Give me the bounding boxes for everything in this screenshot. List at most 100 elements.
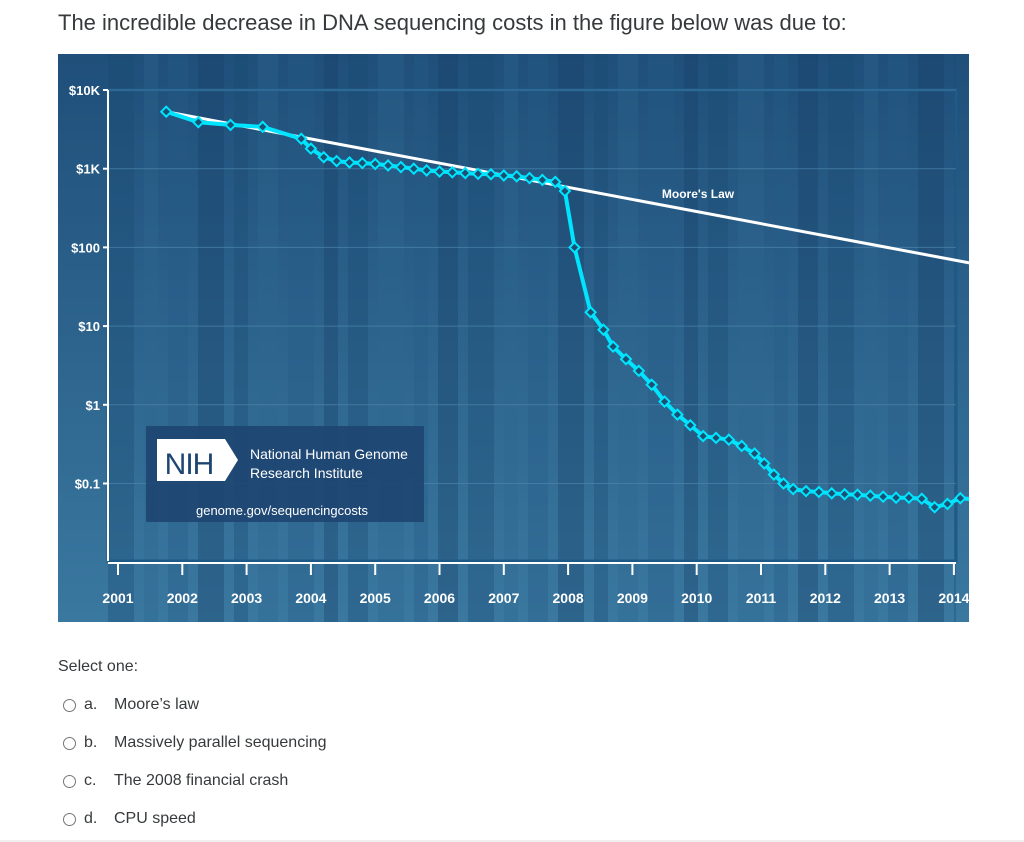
year-bands bbox=[108, 54, 956, 622]
cost-data-point bbox=[368, 157, 382, 171]
cost-data-point bbox=[670, 408, 684, 422]
y-tick-label: $0.1 bbox=[75, 477, 100, 492]
footer-divider bbox=[0, 840, 1024, 842]
cost-data-point bbox=[683, 418, 697, 432]
cost-data-point bbox=[420, 164, 434, 177]
year-band bbox=[738, 54, 764, 622]
moores-law-label: Moore's Law bbox=[662, 187, 735, 201]
option-c-label: The 2008 financial crash bbox=[114, 772, 289, 789]
x-axis: 2001 2002 2003 2004 2005 2006 2007 2008 2009 2010… bbox=[102, 562, 969, 606]
cost-data-point bbox=[941, 497, 954, 511]
nih-mark-chevron bbox=[225, 439, 238, 481]
cost-data-point bbox=[812, 485, 826, 499]
cost-data-point bbox=[224, 118, 237, 132]
option-b[interactable]: b. Massively parallel sequencing bbox=[58, 724, 327, 762]
x-tick-label: 2010 bbox=[681, 590, 712, 606]
cost-data-point bbox=[902, 491, 916, 505]
year-band bbox=[798, 54, 818, 622]
cost-data-point bbox=[915, 492, 929, 506]
cost-data-point bbox=[558, 184, 572, 198]
year-band bbox=[348, 54, 368, 622]
x-tick-label: 2007 bbox=[488, 590, 519, 606]
year-band bbox=[468, 54, 494, 622]
cost-data-point bbox=[851, 488, 864, 502]
sequencing-cost-chart: $10K$1K$100$10$1$0.1 2001 2002 2003 2004 200… bbox=[58, 54, 969, 622]
year-band bbox=[198, 54, 224, 622]
cost-data-point bbox=[825, 486, 839, 500]
logo-org-line2: Research Institute bbox=[250, 465, 363, 481]
x-tick-label: 2002 bbox=[167, 590, 198, 606]
year-band bbox=[888, 54, 908, 622]
answer-block: Select one: a. Moore’s law b. Massively … bbox=[58, 658, 327, 838]
y-tick-label: $1K bbox=[76, 162, 100, 177]
cost-data-point bbox=[159, 105, 173, 119]
y-tick-label: $1 bbox=[86, 398, 100, 413]
year-band bbox=[594, 54, 608, 622]
cost-data-point bbox=[304, 142, 318, 156]
cost-data-point bbox=[786, 482, 800, 496]
option-c-letter: c. bbox=[84, 772, 97, 789]
chart-background bbox=[58, 54, 969, 622]
cost-data-point bbox=[876, 490, 890, 504]
cost-data-point bbox=[394, 160, 408, 174]
cost-data-point bbox=[191, 115, 205, 129]
cost-data-point bbox=[966, 497, 969, 502]
series-layer bbox=[159, 105, 969, 514]
cost-data-point bbox=[735, 439, 749, 453]
x-tick-label: 2003 bbox=[231, 590, 262, 606]
option-c-radio[interactable] bbox=[63, 774, 76, 788]
logo-org-line1: National Human Genome bbox=[250, 446, 408, 462]
option-c[interactable]: c. The 2008 financial crash bbox=[58, 762, 327, 800]
cost-data-point bbox=[458, 166, 472, 180]
cost-data-point bbox=[619, 352, 633, 366]
cost-data-point bbox=[330, 154, 344, 168]
nih-logo-panel: NIH National Human Genome Research Insti… bbox=[146, 426, 424, 522]
year-band bbox=[234, 54, 248, 622]
cost-data-point bbox=[767, 468, 781, 481]
x-tick-label: 2011 bbox=[746, 590, 777, 606]
cost-data-point bbox=[433, 165, 446, 178]
cost-data-point bbox=[584, 305, 598, 319]
cost-data-point bbox=[606, 340, 620, 353]
cost-data-point bbox=[889, 491, 903, 505]
year-band bbox=[828, 54, 854, 622]
cost-data-point bbox=[928, 500, 942, 514]
option-a[interactable]: a. Moore’s law bbox=[58, 686, 327, 724]
year-band bbox=[108, 54, 134, 622]
x-tick-label: 2012 bbox=[810, 590, 841, 606]
cost-data-point bbox=[523, 171, 536, 185]
year-band bbox=[504, 54, 518, 622]
cost-data-point bbox=[535, 173, 549, 187]
option-a-letter: a. bbox=[84, 696, 98, 713]
cost-data-point bbox=[838, 487, 852, 501]
year-band bbox=[684, 54, 698, 622]
year-band bbox=[258, 54, 278, 622]
nih-mark-text: NIH bbox=[165, 448, 214, 481]
nih-mark-box bbox=[157, 439, 225, 481]
option-a-radio[interactable] bbox=[63, 698, 76, 712]
cost-data-point bbox=[484, 167, 498, 181]
cost-data-point bbox=[953, 491, 967, 505]
year-band bbox=[918, 54, 944, 622]
year-band bbox=[324, 54, 338, 622]
option-a-label: Moore’s law bbox=[114, 696, 200, 713]
y-tick-label: $10K bbox=[69, 83, 101, 98]
cost-data-point bbox=[658, 395, 671, 408]
option-b-label: Massively parallel sequencing bbox=[114, 734, 327, 751]
cost-data-point bbox=[863, 489, 877, 503]
option-b-radio[interactable] bbox=[63, 736, 76, 750]
option-d-radio[interactable] bbox=[63, 812, 76, 826]
year-band bbox=[618, 54, 638, 622]
x-tick-label: 2008 bbox=[553, 590, 584, 606]
cost-data-point bbox=[548, 175, 562, 189]
x-tick-label: 2013 bbox=[874, 590, 905, 606]
question-text: The incredible decrease in DNA sequencin… bbox=[58, 10, 847, 35]
x-tick-label: 2005 bbox=[360, 590, 391, 606]
cost-data-point bbox=[799, 484, 813, 498]
year-band bbox=[438, 54, 458, 622]
cost-data-point bbox=[510, 169, 524, 183]
y-axis: $10K $1K $100 $10 $1 $0.1 bbox=[69, 83, 109, 561]
option-d[interactable]: d. CPU speed bbox=[58, 800, 327, 838]
year-band bbox=[378, 54, 404, 622]
cost-data-point bbox=[696, 429, 710, 443]
